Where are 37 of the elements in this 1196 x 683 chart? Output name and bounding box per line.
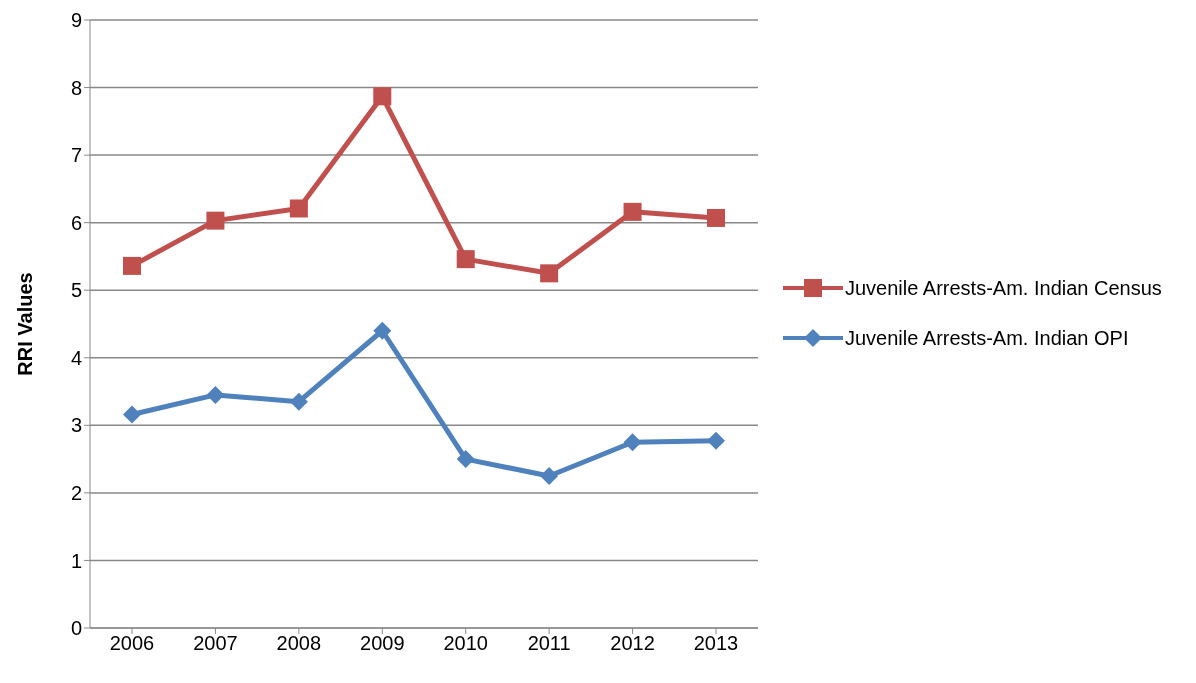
point	[289, 392, 308, 411]
point	[540, 264, 559, 283]
x-tick-label: 2007	[193, 632, 238, 655]
x-tick-label: 2006	[109, 632, 155, 655]
y-axis-title: RRI Values	[14, 272, 37, 376]
y-tick-label: 4	[70, 346, 82, 369]
y-tick-label: 5	[70, 279, 82, 302]
y-tick-label: 1	[70, 549, 82, 572]
y-tick-label: 2	[70, 481, 82, 504]
point	[206, 211, 225, 230]
point	[707, 208, 725, 227]
y-tick-label: 7	[70, 144, 82, 167]
y-tick-label: 0	[70, 617, 82, 640]
legend-label: Juvenile Arrests-Am. Indian Census	[845, 276, 1162, 301]
point	[123, 256, 141, 275]
point	[707, 431, 725, 450]
x-tick-label: 2009	[360, 632, 405, 655]
point	[206, 385, 225, 404]
point	[540, 467, 559, 485]
y-tick-label: 6	[70, 211, 82, 234]
x-tick-label: 2011	[527, 632, 571, 655]
point	[623, 202, 642, 221]
x-tick-label: 2008	[276, 632, 322, 655]
x-tick-label: 2010	[443, 632, 488, 655]
point	[123, 405, 141, 424]
x-tick-label: 2013	[693, 632, 739, 655]
point	[623, 433, 642, 452]
legend-label: Juvenile Arrests-Am. Indian OPI	[845, 326, 1129, 351]
point	[456, 250, 475, 269]
x-tick-label: 2012	[610, 632, 655, 655]
y-tick-label: 8	[70, 76, 82, 99]
point	[373, 321, 392, 340]
y-tick-label: 3	[70, 414, 82, 437]
point	[456, 450, 475, 469]
point	[289, 199, 308, 218]
y-tick-label: 9	[70, 9, 82, 32]
point	[373, 87, 392, 106]
